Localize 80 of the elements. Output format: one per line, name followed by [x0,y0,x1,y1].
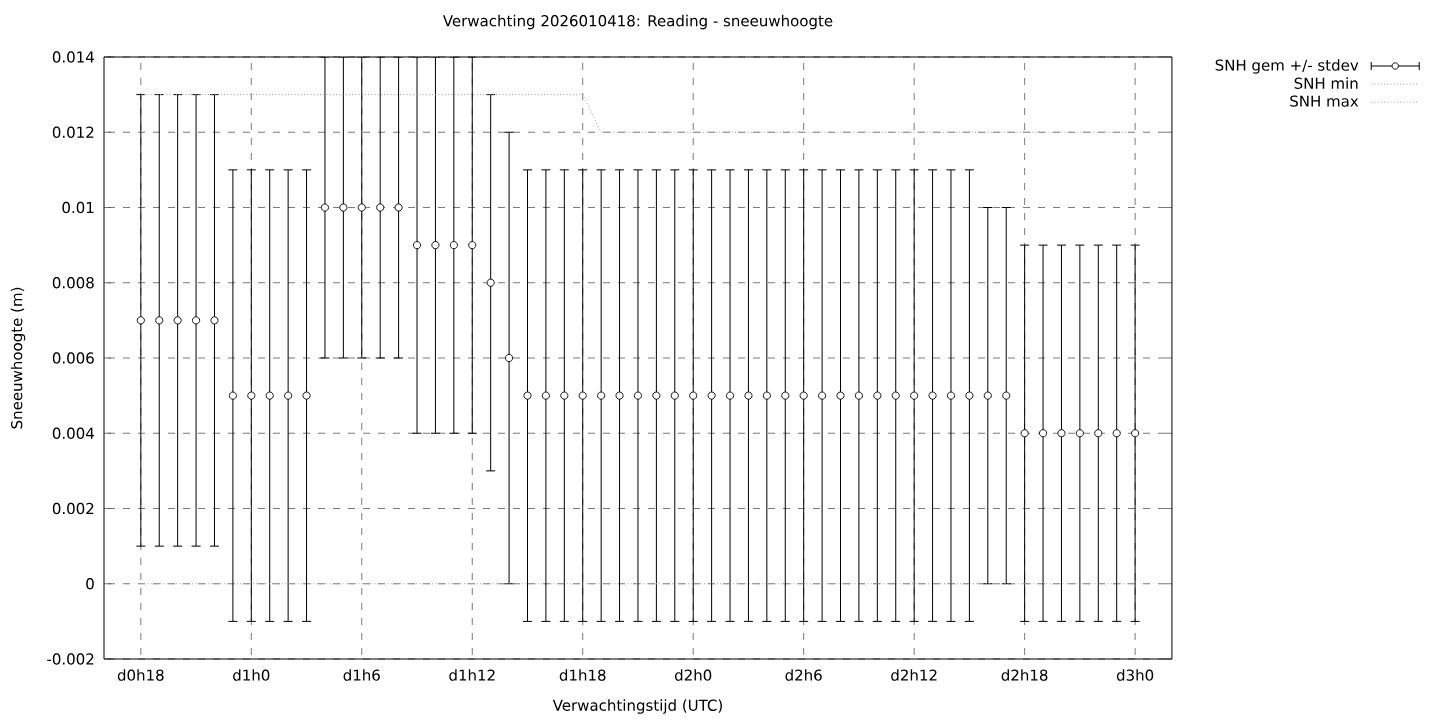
point [265,391,274,400]
x-tick-label: d1h12 [449,669,495,681]
legend-label: SNH gem +/- stdev [1215,59,1359,74]
point [597,391,606,400]
point [1057,429,1066,438]
point [781,391,790,400]
y-tick-label: 0.008 [52,277,94,289]
point [1075,429,1084,438]
point [873,391,882,400]
point [891,391,900,400]
x-tick-label: d2h18 [1001,669,1048,681]
point [247,391,256,400]
point [725,391,735,400]
point [854,391,863,400]
point [928,391,937,400]
legend-label: SNH max [1290,95,1359,107]
x-tick-label: d1h18 [559,669,606,681]
y-tick-label: 0.012 [52,126,94,138]
point [670,391,679,400]
x-tick-label: d2h12 [891,669,937,681]
point [1112,429,1121,438]
point [541,391,550,400]
point [431,241,440,250]
y-tick-label: -0.002 [47,653,94,665]
point [192,316,201,325]
point [560,391,569,400]
point [302,391,311,400]
point [228,391,237,400]
point [689,391,698,400]
point [412,241,422,250]
y-tick-label: 0.014 [52,51,94,63]
point [762,391,771,400]
y-tick-label: 0.006 [52,352,94,364]
point [505,353,514,363]
point [449,241,458,250]
point [486,278,495,287]
point [376,203,385,212]
point [468,241,477,250]
point [210,316,219,325]
point [965,391,974,400]
x-tick-label: d1h6 [343,669,380,681]
point [633,391,643,400]
y-tick-label: 0.002 [52,502,94,515]
x-axis-title: Verwachtingstijd (UTC) [552,699,722,714]
x-tick-label: d0h18 [117,669,164,681]
point [523,391,532,400]
legend-label: SNH min [1294,77,1358,89]
chart-title: Verwachting 2026010418: Reading - sneeuwhoogte [442,14,833,30]
point [339,203,348,212]
point [357,203,366,212]
point [615,391,624,400]
y-axis-title: Sneeuwhoogte (m) [10,287,26,429]
point [284,391,293,400]
point [136,316,145,325]
point [799,391,808,400]
point [320,203,329,212]
point [173,316,182,325]
x-tick-label: d2h6 [785,669,822,681]
point [983,391,992,400]
point [155,316,164,325]
point [744,391,753,400]
point [394,203,403,212]
y-tick-label: 0.01 [62,201,94,214]
point [946,391,956,400]
x-tick-label: d3h0 [1116,669,1154,681]
x-tick-label: d2h0 [674,669,712,681]
point [1020,429,1029,438]
point [818,391,827,400]
point [1094,429,1103,438]
point [1131,429,1140,438]
point [578,391,587,400]
y-tick-label: 0.004 [52,427,94,439]
point [836,391,845,400]
x-tick-label: d1h0 [233,669,270,681]
point [910,391,919,400]
point [1002,391,1011,400]
y-tick-label: 0 [86,578,94,590]
point [707,391,716,400]
point [1039,429,1048,438]
point [652,391,661,400]
